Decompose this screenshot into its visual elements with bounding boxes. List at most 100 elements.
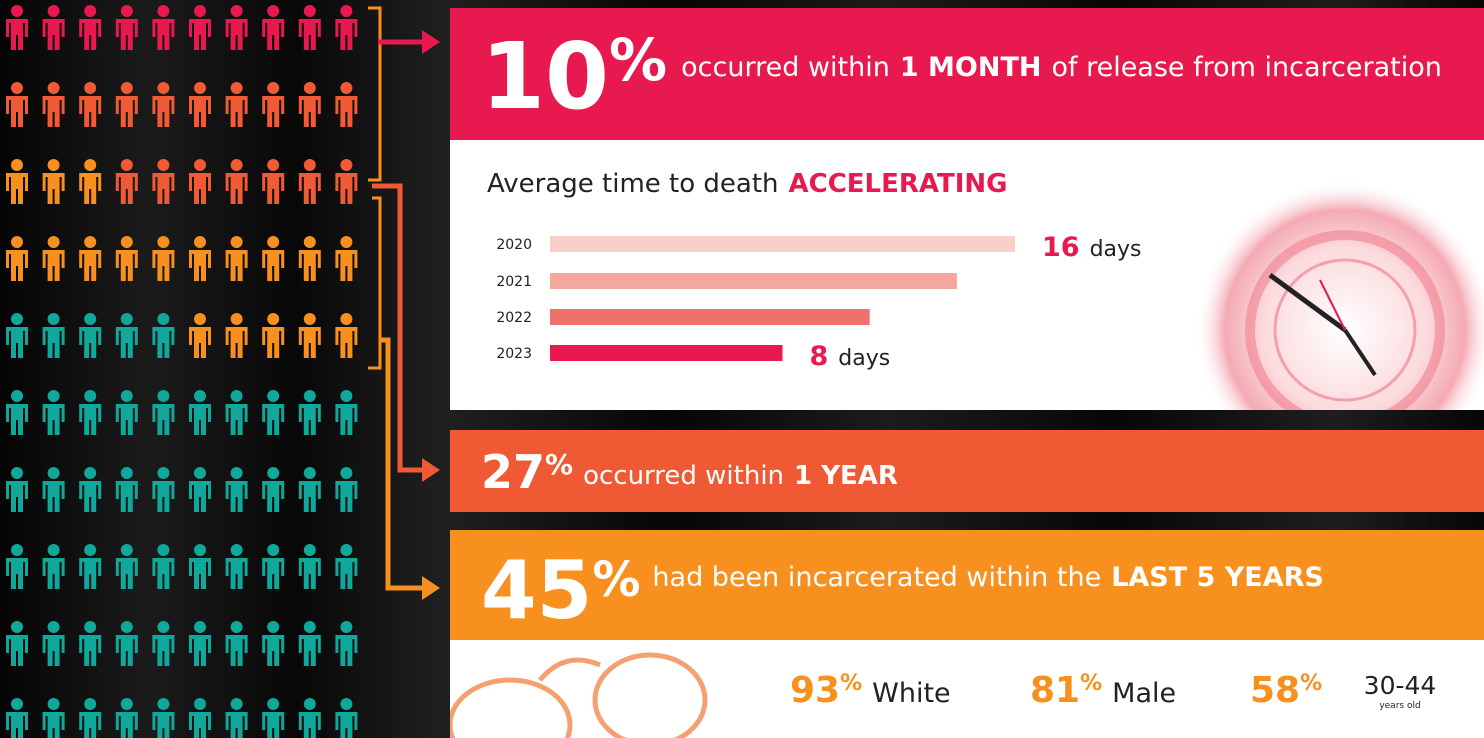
person-head [84,544,96,556]
person-head [121,5,133,17]
person-head [340,159,352,171]
person-head [48,313,60,325]
person-head [121,313,133,325]
category-label: 2023 [496,346,532,362]
person-head [11,236,23,248]
stat-sign: % [545,448,573,481]
person-head [194,159,206,171]
person-head [267,236,279,248]
stat-number: 27 [481,445,545,499]
person-head [304,544,316,556]
person-head [304,621,316,633]
person-head [157,159,169,171]
chart-title-text: Average time to death [487,169,779,199]
person-head [84,313,96,325]
bar [550,345,783,361]
person-head [340,236,352,248]
person-head [84,467,96,479]
person-head [121,698,133,710]
person-head [194,698,206,710]
infographic: 10% occurred within 1 MONTH of release from… [0,0,1484,738]
person-head [231,544,243,556]
demographic-number: 58 [1250,670,1300,711]
demographic-label: 30-44 [1364,671,1437,700]
person-head [121,467,133,479]
person-head [194,5,206,17]
stat-text: of release from incarceration [1051,52,1441,83]
person-head [267,313,279,325]
person-head [121,621,133,633]
person-head [84,5,96,17]
stat-text: occurred within [681,52,890,83]
person-head [11,698,23,710]
person-head [84,621,96,633]
person-head [340,621,352,633]
person-head [84,159,96,171]
person-head [157,621,169,633]
person-head [304,390,316,402]
person-head [11,544,23,556]
person-head [304,698,316,710]
category-label: 2020 [496,237,532,253]
stat-emphasis: LAST 5 YEARS [1111,562,1324,593]
demographic-label: White [872,678,951,709]
stat-text: occurred within [583,461,784,491]
person-head [231,5,243,17]
demographic-label: Male [1112,678,1176,709]
person-head [194,82,206,94]
person-head [11,313,23,325]
person-head [194,544,206,556]
person-head [194,621,206,633]
demographic-number: 81 [1030,670,1080,711]
person-head [157,5,169,17]
person-head [231,313,243,325]
data-label: 16 days [1042,232,1142,263]
person-head [267,82,279,94]
person-head [157,390,169,402]
person-head [304,236,316,248]
stat-number: 45 [481,544,592,637]
stat-number: 10 [481,23,609,130]
person-head [157,544,169,556]
person-head [340,390,352,402]
demographic-sublabel: years old [1379,701,1420,711]
stat-emphasis: 1 MONTH [900,52,1042,83]
person-head [267,159,279,171]
person-head [267,5,279,17]
person-head [11,159,23,171]
bar [550,309,870,325]
person-head [231,159,243,171]
person-head [267,467,279,479]
person-head [121,159,133,171]
person-head [231,698,243,710]
person-head [157,236,169,248]
person-head [84,236,96,248]
person-head [11,621,23,633]
person-head [304,82,316,94]
person-head [121,82,133,94]
person-head [304,159,316,171]
person-head [157,698,169,710]
data-label-unit: days [1090,237,1142,262]
stat-text: had been incarcerated within the [652,562,1101,593]
person-head [231,467,243,479]
person-head [11,390,23,402]
person-head [340,5,352,17]
person-head [157,313,169,325]
person-head [48,5,60,17]
person-head [11,5,23,17]
person-head [84,698,96,710]
bar [550,273,957,289]
person-head [267,390,279,402]
person-head [304,5,316,17]
person-head [304,467,316,479]
person-head [157,82,169,94]
person-head [267,544,279,556]
data-label: 8days [810,341,891,372]
person-head [48,236,60,248]
person-head [231,390,243,402]
data-label-value: 16 [1042,232,1080,263]
data-label-value: 8 [810,341,829,372]
chart-title-emphasis: ACCELERATING [789,169,1008,199]
person-head [340,467,352,479]
